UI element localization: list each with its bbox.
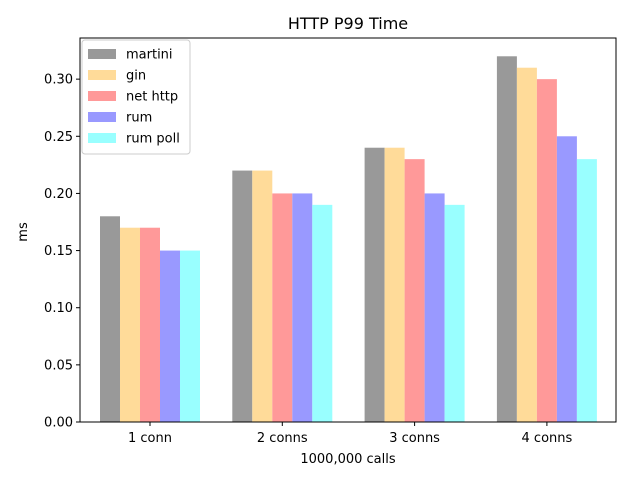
- bar-martini-3: [496, 56, 517, 422]
- bar-rum-0: [160, 250, 180, 422]
- bar-rum-poll-3: [576, 159, 597, 422]
- legend: martini gin net http rum rum poll: [81, 39, 191, 155]
- bar-net-http-1: [272, 193, 293, 422]
- legend-swatch-rum: [88, 112, 116, 122]
- y-tick-label: 0.05: [44, 358, 73, 373]
- y-tick-label: 0.25: [44, 130, 73, 145]
- bars-layer: [100, 56, 597, 423]
- legend-label-rum: rum: [126, 111, 152, 126]
- bar-net-http-0: [140, 227, 160, 422]
- bar-rum-1: [292, 193, 313, 422]
- legend-swatch-rum-poll: [88, 133, 116, 143]
- legend-swatch-martini: [88, 49, 116, 59]
- bar-martini-2: [364, 147, 385, 422]
- legend-box: [81, 39, 191, 155]
- legend-label-rum-poll: rum poll: [126, 132, 180, 147]
- x-tick-label: 4 conns: [522, 431, 573, 446]
- x-axis-label: 1000,000 calls: [300, 452, 395, 467]
- bar-rum-poll-0: [180, 250, 200, 422]
- legend-swatch-gin: [88, 70, 116, 80]
- bar-net-http-2: [404, 159, 425, 422]
- y-tick-label: 0.00: [44, 416, 73, 431]
- bar-rum-2: [424, 193, 445, 422]
- axes-layer: 0.00 0.05 0.10 0.15 0.20 0.25 0.30 1 conn 2 conn…: [44, 37, 617, 446]
- legend-swatch-net-http: [88, 91, 116, 101]
- x-tick-label: 3 conns: [389, 431, 440, 446]
- y-tick-label: 0.20: [44, 187, 73, 202]
- plot-frame: [79, 37, 617, 423]
- legend-label-net-http: net http: [126, 90, 178, 105]
- legend-label-martini: martini: [126, 48, 173, 63]
- bar-gin-3: [516, 67, 537, 423]
- y-tick-label: 0.30: [44, 73, 73, 88]
- y-tick-label: 0.15: [44, 244, 73, 259]
- y-tick-label: 0.10: [44, 301, 73, 316]
- x-tick-label: 1 conn: [128, 431, 172, 446]
- chart-title: HTTP P99 Time: [288, 14, 408, 33]
- bar-martini-0: [100, 216, 120, 422]
- y-axis-label: ms: [16, 222, 31, 242]
- bar-gin-1: [252, 170, 273, 422]
- legend-label-gin: gin: [126, 69, 146, 84]
- bar-rum-poll-1: [312, 204, 333, 422]
- bar-rum-poll-2: [444, 204, 465, 422]
- x-tick-label: 2 conns: [257, 431, 308, 446]
- bar-net-http-3: [536, 79, 557, 422]
- bar-gin-2: [384, 147, 405, 422]
- bar-rum-3: [556, 136, 577, 423]
- bar-martini-1: [232, 170, 253, 422]
- bar-gin-0: [120, 227, 140, 422]
